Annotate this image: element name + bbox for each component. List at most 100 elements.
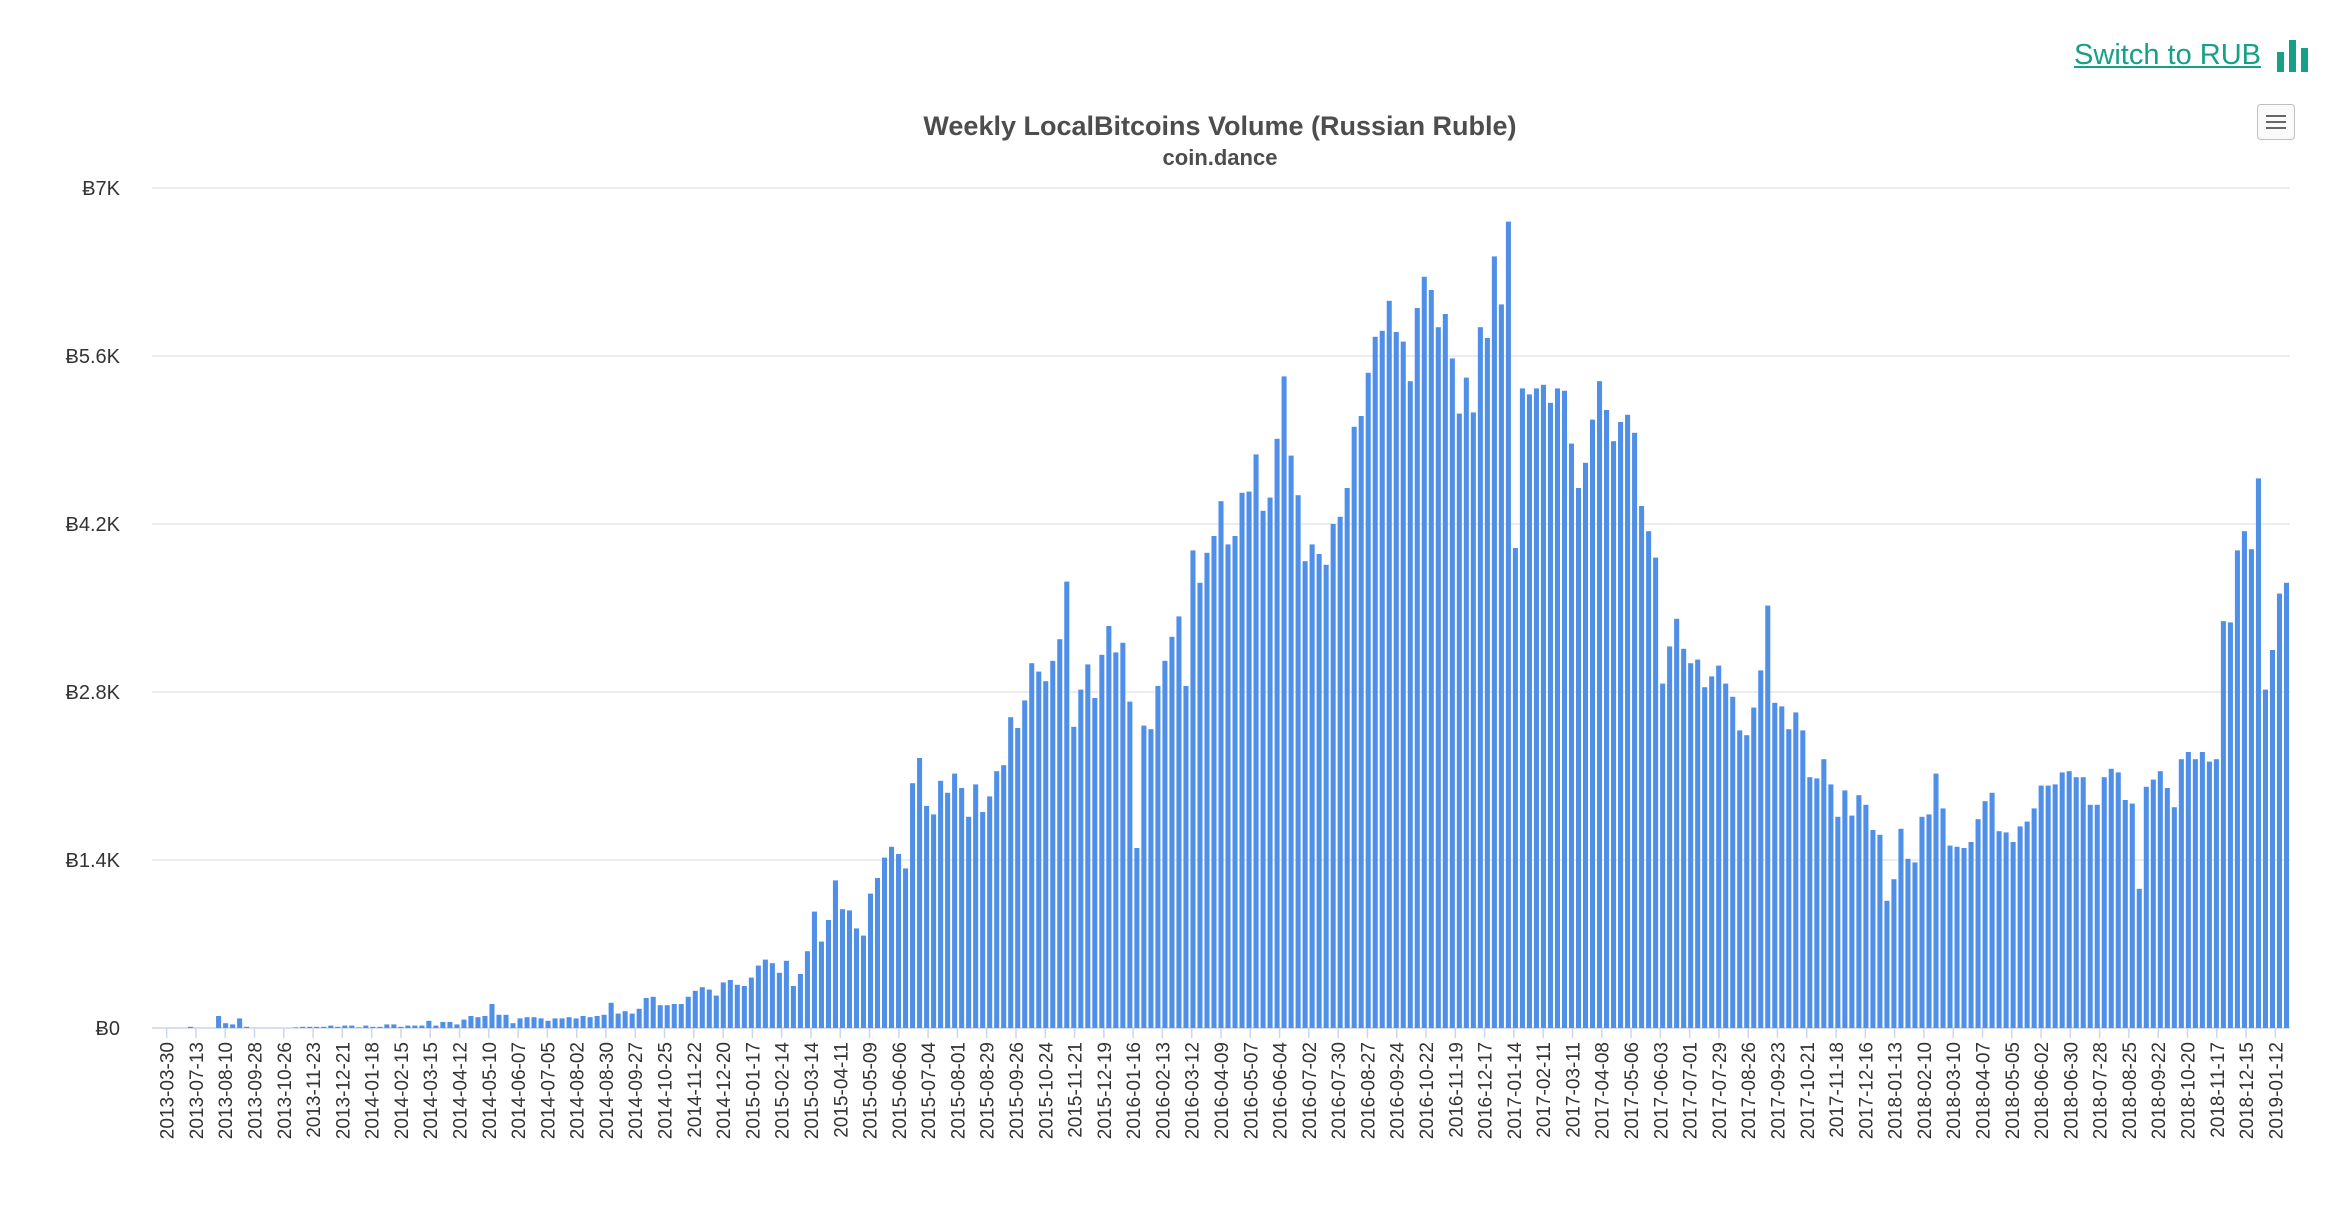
bar[interactable] bbox=[2094, 804, 2100, 1028]
bar[interactable] bbox=[2101, 777, 2107, 1028]
bar[interactable] bbox=[945, 792, 951, 1028]
bar[interactable] bbox=[363, 1025, 369, 1028]
bar[interactable] bbox=[706, 989, 712, 1028]
bar[interactable] bbox=[1786, 729, 1792, 1028]
bar[interactable] bbox=[903, 868, 909, 1028]
bar[interactable] bbox=[1646, 531, 1652, 1028]
bar[interactable] bbox=[917, 758, 923, 1028]
bar[interactable] bbox=[1211, 536, 1217, 1028]
bar[interactable] bbox=[524, 1017, 530, 1028]
bar[interactable] bbox=[2234, 550, 2240, 1028]
bar[interactable] bbox=[1723, 683, 1729, 1028]
switch-to-rub-label[interactable]: Switch to RUB bbox=[2074, 38, 2261, 71]
bar[interactable] bbox=[1127, 701, 1133, 1028]
bar[interactable] bbox=[314, 1026, 320, 1028]
bar[interactable] bbox=[980, 812, 986, 1028]
bar[interactable] bbox=[1477, 327, 1483, 1028]
bar[interactable] bbox=[1260, 510, 1266, 1028]
bar[interactable] bbox=[924, 806, 930, 1028]
bar[interactable] bbox=[2066, 771, 2072, 1028]
bar[interactable] bbox=[433, 1025, 439, 1028]
bar[interactable] bbox=[1232, 536, 1238, 1028]
bar[interactable] bbox=[1344, 488, 1350, 1028]
bar[interactable] bbox=[2192, 759, 2198, 1028]
bar[interactable] bbox=[342, 1025, 348, 1028]
bar[interactable] bbox=[1176, 616, 1182, 1028]
bar[interactable] bbox=[692, 990, 698, 1028]
bar[interactable] bbox=[994, 771, 1000, 1028]
bar[interactable] bbox=[1744, 735, 1750, 1028]
bar[interactable] bbox=[1162, 660, 1168, 1028]
bar[interactable] bbox=[1281, 376, 1287, 1028]
switch-to-rub-link[interactable]: Switch to RUB bbox=[2074, 38, 2308, 72]
bar[interactable] bbox=[2122, 800, 2128, 1028]
bar[interactable] bbox=[1807, 777, 1813, 1028]
bar[interactable] bbox=[1029, 663, 1035, 1028]
bar[interactable] bbox=[1758, 670, 1764, 1028]
bar[interactable] bbox=[1667, 646, 1673, 1028]
bar[interactable] bbox=[475, 1017, 481, 1028]
bar[interactable] bbox=[2031, 808, 2037, 1028]
bar[interactable] bbox=[629, 1013, 635, 1028]
bar[interactable] bbox=[426, 1020, 432, 1028]
bar[interactable] bbox=[1316, 554, 1322, 1028]
bar[interactable] bbox=[987, 796, 993, 1028]
bar[interactable] bbox=[1519, 388, 1525, 1028]
bar[interactable] bbox=[1197, 582, 1203, 1028]
bar[interactable] bbox=[1533, 388, 1539, 1028]
bar[interactable] bbox=[307, 1026, 313, 1028]
bar[interactable] bbox=[1288, 455, 1294, 1029]
bar[interactable] bbox=[335, 1026, 341, 1028]
bar[interactable] bbox=[391, 1024, 397, 1028]
bar[interactable] bbox=[1190, 550, 1196, 1028]
bar[interactable] bbox=[636, 1008, 642, 1028]
bar[interactable] bbox=[2269, 650, 2275, 1028]
bar[interactable] bbox=[643, 998, 649, 1028]
bar[interactable] bbox=[1078, 689, 1084, 1028]
bar[interactable] bbox=[1554, 388, 1560, 1028]
bar[interactable] bbox=[496, 1014, 502, 1028]
bar[interactable] bbox=[1470, 412, 1476, 1028]
bar[interactable] bbox=[1975, 819, 1981, 1028]
bar[interactable] bbox=[1856, 795, 1862, 1028]
bar[interactable] bbox=[678, 1004, 684, 1028]
bar[interactable] bbox=[1547, 402, 1553, 1028]
bar[interactable] bbox=[2178, 759, 2184, 1028]
bar[interactable] bbox=[1183, 686, 1189, 1028]
bar[interactable] bbox=[650, 996, 656, 1028]
bar[interactable] bbox=[1982, 801, 1988, 1028]
bar[interactable] bbox=[1379, 330, 1385, 1028]
bar[interactable] bbox=[1365, 372, 1371, 1028]
bar[interactable] bbox=[230, 1024, 236, 1028]
bar[interactable] bbox=[1512, 548, 1518, 1028]
bar[interactable] bbox=[2248, 549, 2254, 1028]
bar[interactable] bbox=[412, 1025, 418, 1028]
bar[interactable] bbox=[2206, 761, 2212, 1028]
bar[interactable] bbox=[566, 1017, 572, 1028]
bar[interactable] bbox=[1681, 648, 1687, 1028]
bar[interactable] bbox=[2087, 804, 2093, 1028]
bar[interactable] bbox=[741, 986, 747, 1028]
bar[interactable] bbox=[1106, 626, 1112, 1028]
bar[interactable] bbox=[938, 780, 944, 1028]
bar[interactable] bbox=[1141, 725, 1147, 1028]
bar[interactable] bbox=[1912, 862, 1918, 1028]
bar[interactable] bbox=[1590, 419, 1596, 1029]
bar[interactable] bbox=[769, 963, 775, 1028]
bar[interactable] bbox=[1772, 702, 1778, 1028]
bar[interactable] bbox=[1639, 506, 1645, 1028]
bar[interactable] bbox=[1372, 336, 1378, 1028]
bar[interactable] bbox=[447, 1022, 453, 1028]
bar[interactable] bbox=[1702, 687, 1708, 1028]
bar[interactable] bbox=[2283, 582, 2290, 1028]
bar[interactable] bbox=[1793, 712, 1799, 1028]
bar[interactable] bbox=[959, 788, 965, 1028]
bar[interactable] bbox=[370, 1026, 376, 1028]
bar[interactable] bbox=[671, 1004, 677, 1028]
bar[interactable] bbox=[1225, 544, 1231, 1028]
bar[interactable] bbox=[1891, 879, 1897, 1028]
bar[interactable] bbox=[1330, 524, 1336, 1028]
bar[interactable] bbox=[1716, 665, 1722, 1028]
bar[interactable] bbox=[1618, 422, 1624, 1028]
bar[interactable] bbox=[2171, 807, 2177, 1028]
